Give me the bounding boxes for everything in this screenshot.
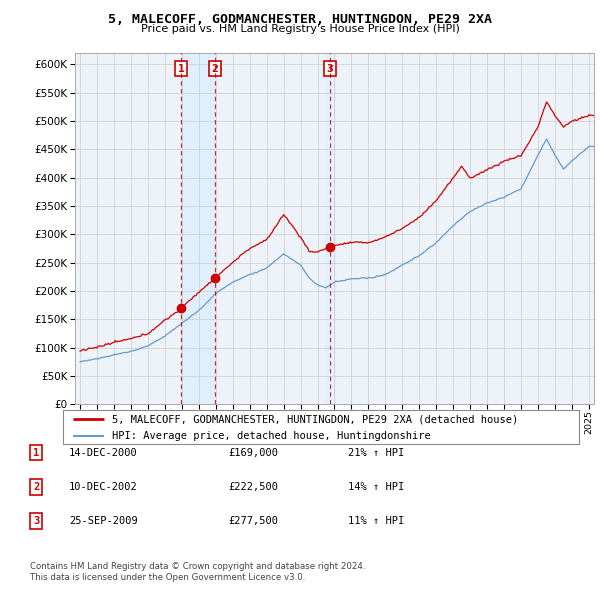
Text: Contains HM Land Registry data © Crown copyright and database right 2024.
This d: Contains HM Land Registry data © Crown c… (30, 562, 365, 582)
Text: 5, MALECOFF, GODMANCHESTER, HUNTINGDON, PE29 2XA: 5, MALECOFF, GODMANCHESTER, HUNTINGDON, … (108, 13, 492, 26)
Text: 3: 3 (326, 64, 333, 74)
Text: 14% ↑ HPI: 14% ↑ HPI (348, 482, 404, 491)
Text: £169,000: £169,000 (228, 448, 278, 457)
Text: 2: 2 (33, 482, 39, 491)
Bar (325, 53, 335, 404)
Text: 5, MALECOFF, GODMANCHESTER, HUNTINGDON, PE29 2XA (detached house): 5, MALECOFF, GODMANCHESTER, HUNTINGDON, … (112, 414, 518, 424)
Text: 21% ↑ HPI: 21% ↑ HPI (348, 448, 404, 457)
Text: 11% ↑ HPI: 11% ↑ HPI (348, 516, 404, 526)
Text: 25-SEP-2009: 25-SEP-2009 (69, 516, 138, 526)
Text: 1: 1 (33, 448, 39, 457)
Text: 1: 1 (178, 64, 185, 74)
Text: 10-DEC-2002: 10-DEC-2002 (69, 482, 138, 491)
Text: 3: 3 (33, 516, 39, 526)
Text: HPI: Average price, detached house, Huntingdonshire: HPI: Average price, detached house, Hunt… (112, 431, 431, 441)
Text: 14-DEC-2000: 14-DEC-2000 (69, 448, 138, 457)
FancyBboxPatch shape (62, 410, 580, 444)
Text: Price paid vs. HM Land Registry's House Price Index (HPI): Price paid vs. HM Land Registry's House … (140, 24, 460, 34)
Bar (181, 53, 215, 404)
Text: 2: 2 (212, 64, 218, 74)
Text: £277,500: £277,500 (228, 516, 278, 526)
Text: £222,500: £222,500 (228, 482, 278, 491)
